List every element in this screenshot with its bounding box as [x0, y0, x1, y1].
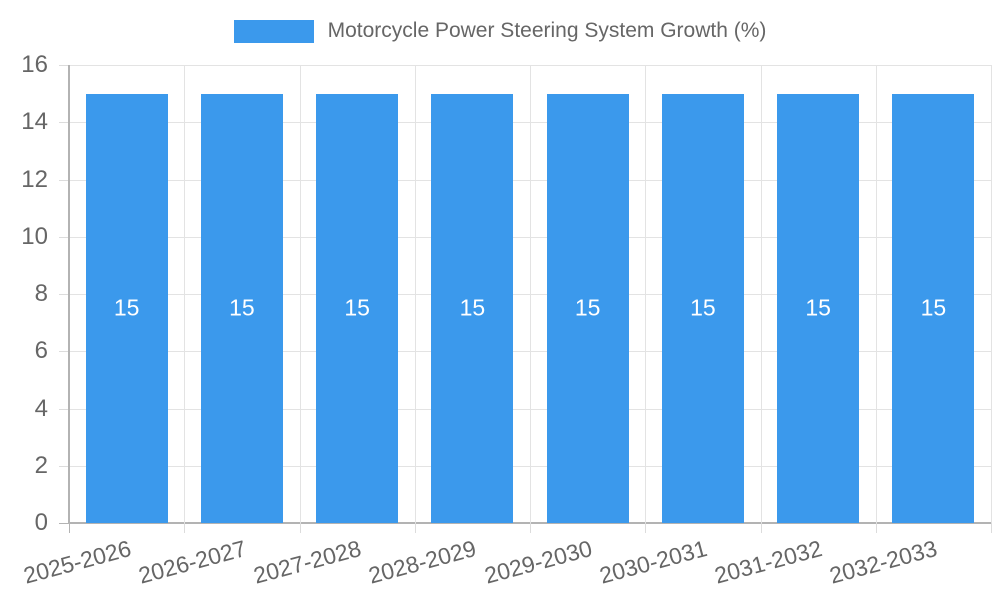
- y-axis-tick-label: 16: [21, 51, 48, 78]
- y-axis-tick: [59, 179, 69, 181]
- x-axis-category-label: 2025-2026: [20, 535, 134, 589]
- bar[interactable]: [892, 93, 974, 523]
- y-axis-tick: [59, 294, 69, 295]
- y-axis-tick-label: 4: [34, 394, 48, 422]
- y-axis-tick: [59, 65, 69, 66]
- x-axis-category-label: 2029-2030: [481, 535, 595, 589]
- legend-label: Motorcycle Power Steering System Growth …: [327, 19, 767, 42]
- gridline-vertical: [645, 65, 647, 523]
- x-axis-tick: [875, 523, 877, 533]
- bar[interactable]: [201, 93, 283, 523]
- y-axis-tick: [59, 408, 69, 410]
- y-axis-tick-label: 2: [34, 451, 48, 479]
- x-axis-tick: [184, 523, 186, 533]
- bar[interactable]: [86, 93, 168, 523]
- bar[interactable]: [316, 93, 398, 523]
- x-axis-tick: [69, 523, 70, 533]
- y-axis-tick: [59, 465, 69, 467]
- y-axis-tick: [59, 351, 69, 353]
- y-axis-line: [68, 65, 70, 523]
- bar[interactable]: [662, 93, 744, 523]
- x-axis-category-label: 2026-2027: [135, 535, 249, 589]
- y-axis-tick-label: 12: [21, 165, 48, 193]
- y-axis-tick: [59, 122, 69, 124]
- gridline-vertical: [875, 65, 877, 523]
- x-axis-category-label: 2032-2033: [827, 535, 941, 589]
- x-axis-category-label: 2028-2029: [366, 535, 480, 589]
- x-axis-tick: [991, 523, 992, 533]
- y-axis-tick-label: 14: [21, 108, 48, 136]
- y-axis-tick-label: 0: [34, 509, 48, 536]
- legend-swatch-icon: [233, 19, 314, 43]
- y-axis-tick: [59, 236, 69, 238]
- y-axis-tick: [59, 523, 69, 524]
- y-axis-tick-label: 8: [34, 280, 48, 307]
- x-axis-tick: [645, 523, 647, 533]
- gridline-vertical: [299, 65, 301, 523]
- x-axis-tick: [530, 523, 531, 533]
- x-axis-category-label: 2030-2031: [596, 535, 710, 589]
- gridline-vertical: [530, 65, 531, 523]
- legend[interactable]: Motorcycle Power Steering System Growth …: [0, 16, 1000, 46]
- bar[interactable]: [547, 93, 629, 523]
- y-axis-tick-label: 6: [34, 337, 48, 365]
- x-axis-tick: [299, 523, 301, 533]
- gridline-vertical: [760, 65, 762, 523]
- x-axis-category-label: 2031-2032: [711, 535, 825, 589]
- x-axis-tick: [760, 523, 762, 533]
- x-axis-category-label: 2027-2028: [250, 535, 364, 589]
- gridline-vertical: [184, 65, 186, 523]
- bar[interactable]: [431, 93, 513, 523]
- gridline-vertical: [414, 65, 416, 523]
- gridline-vertical: [991, 65, 992, 523]
- bar[interactable]: [777, 93, 859, 523]
- y-axis-tick-label: 10: [21, 222, 48, 250]
- x-axis-tick: [414, 523, 416, 533]
